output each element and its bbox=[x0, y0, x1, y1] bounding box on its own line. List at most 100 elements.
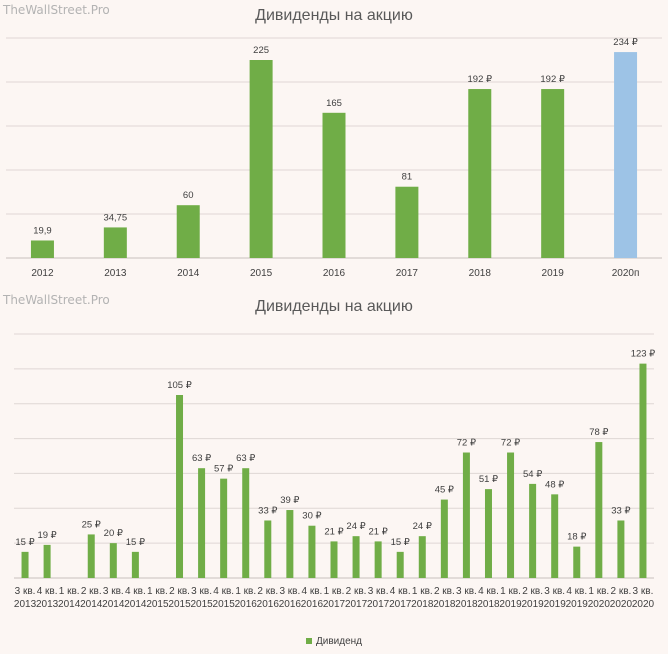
bar bbox=[176, 205, 200, 258]
x-tick-year: 2018 bbox=[433, 599, 456, 610]
x-tick-quarter: 3 кв. bbox=[191, 586, 212, 597]
x-tick-quarter: 1 кв. bbox=[412, 586, 433, 597]
bar bbox=[286, 510, 294, 578]
x-tick-quarter: 4 кв. bbox=[213, 586, 234, 597]
data-label: 18 ₽ bbox=[567, 532, 587, 543]
data-label: 34,75 bbox=[103, 212, 127, 223]
bar bbox=[541, 89, 565, 258]
x-tick-year: 2018 bbox=[411, 599, 434, 610]
annual-bar-plot: 19,9 2012 34,75 2013 60 2014 225 2015 165 2016 81 2… bbox=[6, 37, 662, 279]
x-tick-quarter: 1 кв. bbox=[235, 586, 256, 597]
data-label: 165 bbox=[326, 98, 342, 109]
x-tick-label: 2020п bbox=[612, 268, 640, 279]
x-tick-quarter: 4 кв. bbox=[302, 586, 323, 597]
x-tick-quarter: 3 кв. bbox=[279, 586, 300, 597]
bar bbox=[418, 536, 426, 578]
bar bbox=[242, 468, 250, 578]
x-tick-quarter: 4 кв. bbox=[478, 586, 499, 597]
bar bbox=[507, 452, 515, 578]
bar bbox=[109, 543, 117, 578]
x-tick-label: 2019 bbox=[542, 268, 565, 279]
x-tick-label: 2015 bbox=[250, 268, 273, 279]
bar bbox=[595, 442, 603, 578]
x-tick-label: 2017 bbox=[396, 268, 419, 279]
legend: Дивиденд bbox=[0, 636, 668, 647]
annual-dividends-chart: TheWallStreet.Pro Дивиденды на акцию 19,… bbox=[0, 0, 668, 290]
x-tick-year: 2015 bbox=[213, 599, 236, 610]
bar bbox=[374, 541, 382, 578]
x-tick-quarter: 4 кв. bbox=[566, 586, 587, 597]
chart-title: Дивиденды на акцию bbox=[255, 298, 413, 315]
data-label: 21 ₽ bbox=[369, 526, 389, 537]
bar bbox=[30, 240, 54, 258]
bar bbox=[131, 551, 139, 578]
bar bbox=[249, 60, 273, 258]
bar bbox=[468, 89, 492, 258]
bar bbox=[264, 520, 272, 578]
data-label: 54 ₽ bbox=[523, 469, 543, 480]
x-tick-label: 2014 bbox=[177, 268, 200, 279]
x-tick-quarter: 2 кв. bbox=[81, 586, 102, 597]
x-tick-year: 2016 bbox=[235, 599, 258, 610]
bar bbox=[639, 363, 647, 578]
bar bbox=[396, 551, 404, 578]
bar bbox=[330, 541, 338, 578]
bar bbox=[103, 227, 127, 258]
x-tick-quarter: 3 кв. bbox=[544, 586, 565, 597]
x-tick-quarter: 2 кв. bbox=[522, 586, 543, 597]
x-tick-label: 2018 bbox=[469, 268, 492, 279]
bar bbox=[551, 494, 559, 578]
x-tick-year: 2017 bbox=[345, 599, 368, 610]
data-label: 225 bbox=[253, 45, 269, 56]
x-tick-year: 2014 bbox=[124, 599, 147, 610]
quarterly-dividends-chart: TheWallStreet.Pro Дивиденды на акцию 15 … bbox=[0, 290, 668, 654]
x-tick-year: 2020 bbox=[588, 599, 611, 610]
x-tick-year: 2020 bbox=[632, 599, 655, 610]
x-tick-quarter: 2 кв. bbox=[169, 586, 190, 597]
data-label: 33 ₽ bbox=[611, 505, 631, 516]
data-label: 20 ₽ bbox=[104, 528, 124, 539]
bar bbox=[322, 112, 346, 258]
x-tick-quarter: 1 кв. bbox=[500, 586, 521, 597]
x-tick-year: 2017 bbox=[323, 599, 346, 610]
x-tick-year: 2020 bbox=[610, 599, 633, 610]
data-label: 63 ₽ bbox=[236, 453, 256, 464]
x-tick-year: 2015 bbox=[190, 599, 213, 610]
x-tick-year: 2019 bbox=[566, 599, 589, 610]
x-tick-year: 2014 bbox=[102, 599, 125, 610]
data-label: 63 ₽ bbox=[192, 453, 212, 464]
bar bbox=[462, 452, 470, 578]
data-label: 51 ₽ bbox=[479, 474, 499, 485]
x-tick-quarter: 1 кв. bbox=[324, 586, 345, 597]
data-label: 21 ₽ bbox=[324, 526, 344, 537]
watermark: TheWallStreet.Pro bbox=[3, 293, 110, 307]
bar bbox=[529, 483, 537, 578]
x-tick-quarter: 1 кв. bbox=[147, 586, 168, 597]
x-tick-year: 2016 bbox=[279, 599, 302, 610]
data-label: 30 ₽ bbox=[302, 511, 322, 522]
bar bbox=[614, 52, 638, 258]
watermark: TheWallStreet.Pro bbox=[3, 3, 110, 17]
data-label: 24 ₽ bbox=[413, 521, 433, 532]
x-tick-quarter: 4 кв. bbox=[125, 586, 146, 597]
x-tick-year: 2019 bbox=[521, 599, 544, 610]
x-tick-label: 2013 bbox=[104, 268, 127, 279]
data-label: 45 ₽ bbox=[435, 485, 455, 496]
x-tick-quarter: 4 кв. bbox=[37, 586, 58, 597]
data-label: 15 ₽ bbox=[391, 537, 411, 548]
data-label: 19,9 bbox=[33, 225, 52, 236]
bar bbox=[573, 546, 581, 578]
legend-label: Дивиденд bbox=[315, 636, 362, 647]
x-tick-quarter: 2 кв. bbox=[434, 586, 455, 597]
x-tick-quarter: 3 кв. bbox=[368, 586, 389, 597]
x-tick-year: 2016 bbox=[301, 599, 324, 610]
bar bbox=[617, 520, 625, 578]
data-label: 72 ₽ bbox=[457, 438, 477, 449]
data-label: 192 ₽ bbox=[468, 74, 493, 85]
bar bbox=[87, 534, 95, 578]
x-tick-year: 2015 bbox=[146, 599, 169, 610]
data-label: 19 ₽ bbox=[37, 530, 57, 541]
data-label: 33 ₽ bbox=[258, 505, 278, 516]
data-label: 192 ₽ bbox=[540, 74, 565, 85]
